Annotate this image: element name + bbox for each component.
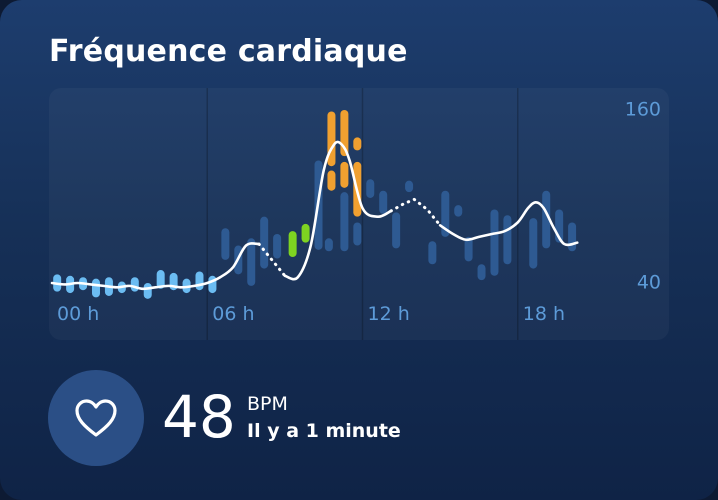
range-bar-33 xyxy=(405,180,414,193)
range-bar-36 xyxy=(454,205,463,217)
range-bar-38 xyxy=(477,264,486,281)
range-bar-16 xyxy=(260,216,269,269)
range-bar-30 xyxy=(366,179,375,198)
range-bar-7 xyxy=(143,283,152,299)
range-bar-26 xyxy=(340,192,349,252)
range-bar-19 xyxy=(301,223,310,243)
range-bar-6 xyxy=(130,277,139,292)
range-bar-27 xyxy=(353,137,362,151)
average-line-gap-3 xyxy=(389,197,442,227)
bpm-unit-label: BPM xyxy=(247,393,288,415)
range-bar-11 xyxy=(195,271,204,291)
average-line-2 xyxy=(283,140,393,281)
y-tick-label-160: 160 xyxy=(625,99,661,121)
range-bar-21 xyxy=(324,238,333,252)
range-bar-8 xyxy=(156,270,165,289)
heart-icon xyxy=(75,399,117,437)
range-bar-44 xyxy=(568,222,577,252)
heart-rate-chart: 160 40 00 h 06 h 12 h 18 h xyxy=(49,88,669,340)
average-line-gap-1 xyxy=(257,242,287,278)
x-tick-label-2: 12 h xyxy=(368,303,410,325)
range-bar-32 xyxy=(392,212,401,249)
range-bar-13 xyxy=(221,228,230,260)
range-bar-17 xyxy=(273,233,282,259)
range-bar-40 xyxy=(503,215,512,265)
range-bar-42 xyxy=(542,190,551,249)
range-bar-15 xyxy=(247,238,256,286)
card-title: Fréquence cardiaque xyxy=(49,34,408,69)
range-bar-25 xyxy=(340,161,349,188)
x-tick-label-3: 18 h xyxy=(523,303,565,325)
x-tick-label-0: 00 h xyxy=(57,303,99,325)
range-bar-34 xyxy=(428,241,437,265)
chart-svg: 160 40 00 h 06 h 12 h 18 h xyxy=(50,88,661,340)
range-bar-3 xyxy=(91,278,100,298)
last-updated-label: Il y a 1 minute xyxy=(247,420,401,442)
y-tick-label-40: 40 xyxy=(637,272,661,294)
range-bar-37 xyxy=(464,236,473,262)
average-line-4 xyxy=(438,200,579,247)
x-tick-label-1: 06 h xyxy=(212,303,254,325)
current-bpm-value: 48 xyxy=(162,383,236,451)
average-line-0 xyxy=(50,242,261,291)
range-bar-35 xyxy=(441,190,450,237)
range-bar-41 xyxy=(529,218,538,269)
heart-icon-button[interactable] xyxy=(48,370,144,466)
range-bar-39 xyxy=(490,209,499,276)
range-bar-31 xyxy=(379,190,388,214)
range-bar-12 xyxy=(208,275,217,294)
range-bar-18 xyxy=(288,231,297,258)
range-bar-23 xyxy=(327,170,336,191)
range-bar-29 xyxy=(353,222,362,246)
